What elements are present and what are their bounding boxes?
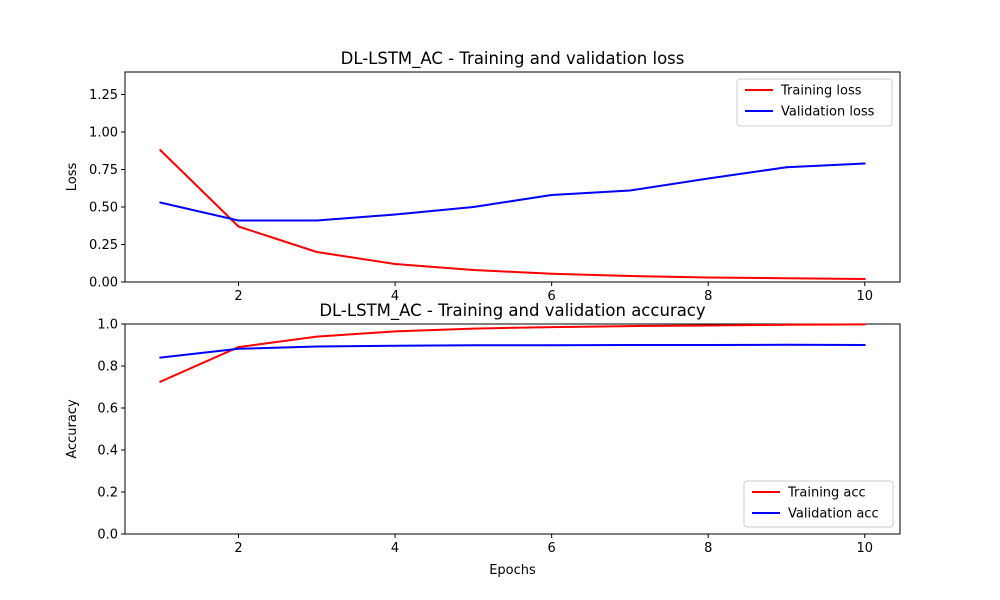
data-point [394,330,397,333]
legend-label: Training loss [780,84,862,99]
legend-label: Training acc [787,486,866,501]
data-point [237,346,240,349]
data-point [394,263,397,265]
y-tick-label: 0.4 [97,444,118,459]
x-tick-label: 4 [391,289,399,304]
y-tick-label: 0.50 [89,201,118,216]
plot-frame [124,323,901,535]
series-line-2 [159,162,865,222]
data-point [159,201,162,204]
y-tick-label: 0.2 [97,486,118,501]
data-point [707,344,710,346]
data-point [159,149,162,151]
data-point [472,327,475,330]
legend: Training acc Validation acc [743,480,894,528]
data-point [394,213,397,216]
data-point [550,326,553,329]
plot-frame [124,71,901,283]
data-point [550,344,553,347]
data-point [785,323,788,326]
x-tick-label: 6 [548,289,556,304]
y-axis-label: Accuracy [65,399,80,459]
legend: Training loss Validation loss [736,78,893,127]
data-point [237,347,240,350]
data-point [472,206,475,208]
data-point [628,344,631,346]
y-tick-label: 0.0 [97,528,118,543]
legend-label: Validation loss [781,105,875,120]
data-point [707,324,710,327]
data-point [628,325,631,328]
data-point [863,323,866,326]
y-tick-label: 1.0 [97,318,118,333]
data-point [707,276,710,279]
data-point [785,166,788,169]
x-tick-label: 8 [704,541,712,556]
data-point [472,269,475,271]
data-point [315,335,318,338]
y-tick-label: 0.75 [89,163,118,178]
data-point [394,344,397,347]
chart-panel-1: 2 4 6 8 10 0.00 0.25 0.50 0.75 1.00 1.25 DL-LSTM_AC… [65,49,901,304]
data-point [550,194,553,196]
legend-label: Validation acc [788,507,879,522]
data-point [707,177,710,180]
data-point [237,219,240,222]
x-tick-label: 4 [391,541,399,556]
y-tick-label: 0.00 [89,276,118,291]
x-tick-label: 10 [856,541,873,556]
data-point [863,278,866,280]
x-tick-label: 10 [856,289,873,304]
x-tick-label: 2 [234,541,242,556]
x-tick-label: 8 [704,289,712,304]
data-point [628,189,631,192]
y-tick-label: 0.25 [89,238,118,253]
legend-box [736,78,893,127]
y-tick-label: 1.00 [89,126,118,141]
data-point [628,275,631,277]
x-tick-label: 2 [234,289,242,304]
series-line-1 [159,149,865,280]
x-axis-label: Epochs [489,563,536,578]
data-point [315,219,318,222]
y-tick-label: 0.6 [97,402,118,417]
chart-panel-2: 2 4 6 8 10 0.0 0.2 0.4 0.6 0.8 1.0 DL-LSTM_AC - Tra… [65,301,901,578]
data-point [472,344,475,347]
y-tick-label: 1.25 [89,88,118,103]
series-line-2 [160,343,865,359]
data-point [863,162,866,165]
data-point [159,356,162,359]
y-axis-label: Loss [65,163,80,192]
data-point [159,380,162,383]
data-point [785,343,788,346]
data-point [550,272,553,275]
data-point [237,225,240,228]
series-line-1 [159,323,865,383]
data-point [315,345,318,348]
legend-box [743,480,894,528]
data-point [785,277,788,280]
data-point [863,344,866,346]
data-point [315,251,318,253]
y-tick-label: 0.8 [97,360,118,375]
chart-title: DL-LSTM_AC - Training and validation los… [341,49,685,69]
chart-title: DL-LSTM_AC - Training and validation acc… [319,301,706,321]
x-tick-label: 6 [548,541,556,556]
